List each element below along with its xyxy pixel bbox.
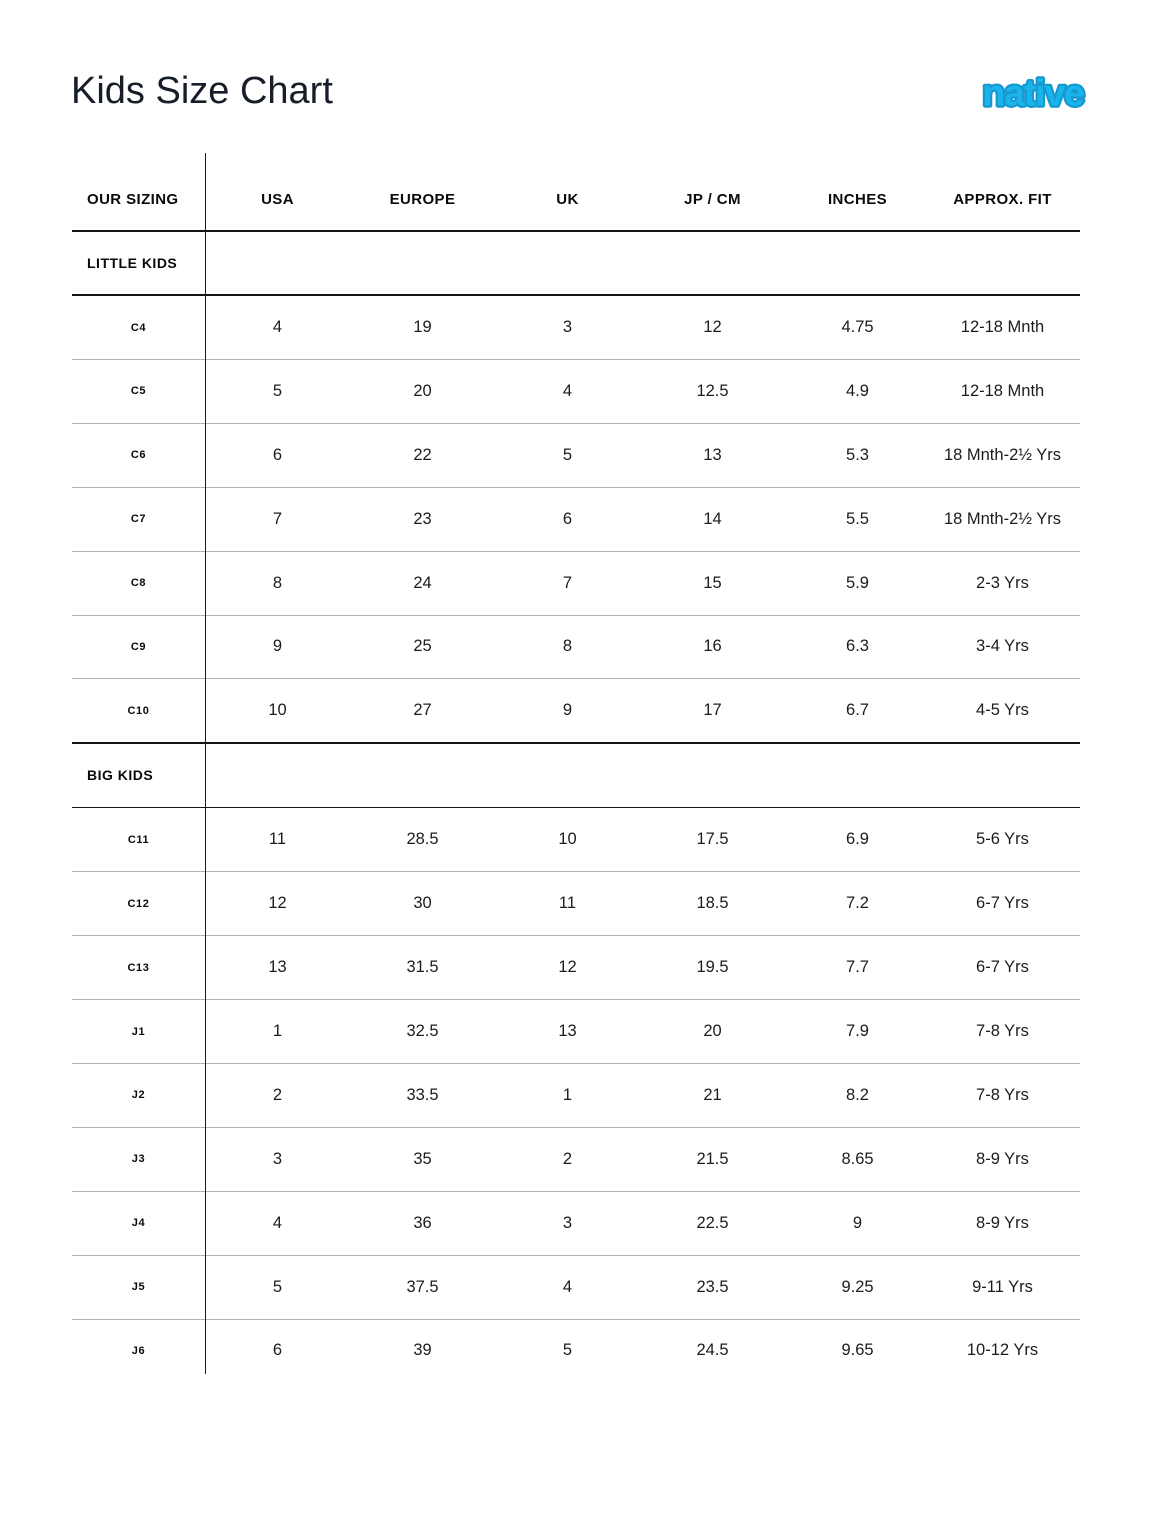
svg-text:native: native	[982, 72, 1084, 114]
